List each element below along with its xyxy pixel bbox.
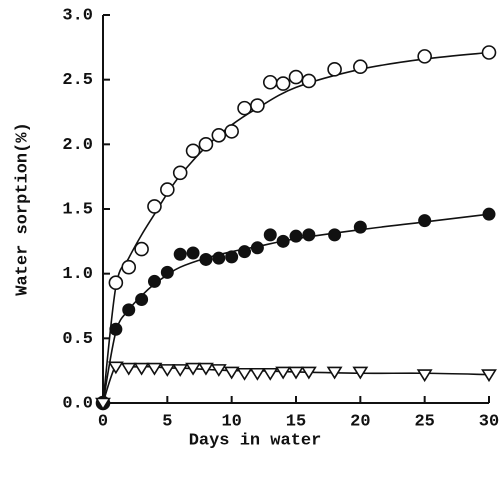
point (199, 252, 213, 266)
point (481, 369, 497, 383)
point (147, 274, 161, 288)
x-tick-label: 20 (350, 412, 370, 431)
point (250, 241, 264, 255)
point (262, 367, 279, 381)
point (197, 362, 214, 376)
point (133, 362, 150, 376)
point (262, 74, 278, 90)
point (276, 234, 290, 248)
point (481, 45, 497, 60)
point (172, 165, 188, 181)
point (352, 366, 369, 380)
y-tick-label: 1.5 (62, 200, 93, 219)
point (482, 207, 496, 221)
point (288, 366, 304, 380)
point (353, 59, 368, 75)
x-tick-label: 0 (98, 412, 108, 431)
point (134, 241, 149, 257)
y-tick-label: 2.0 (62, 136, 93, 155)
point (120, 362, 137, 376)
point (301, 73, 317, 89)
x-tick-label: 30 (479, 412, 499, 431)
y-tick-label: 3.0 (62, 6, 93, 25)
x-tick-label: 10 (221, 412, 241, 431)
point (249, 367, 266, 381)
point (198, 137, 214, 152)
x-tick-label: 25 (414, 412, 434, 431)
y-tick-label: 0.5 (62, 330, 93, 349)
point (109, 322, 123, 336)
point (418, 214, 432, 228)
y-tick-label: 1.0 (62, 265, 93, 284)
point (211, 127, 227, 143)
point (302, 228, 316, 242)
x-tick-label: 15 (286, 412, 306, 431)
point (186, 246, 200, 260)
x-axis-label: Days in water (189, 431, 322, 450)
point (236, 367, 253, 381)
y-tick-label: 2.5 (62, 71, 93, 90)
point (160, 182, 175, 197)
point (238, 245, 252, 259)
point (275, 76, 291, 91)
point (159, 364, 176, 377)
point (327, 62, 342, 77)
point (250, 98, 265, 113)
point (108, 275, 124, 291)
point (416, 369, 433, 383)
point (185, 143, 201, 159)
point (417, 49, 432, 64)
point (288, 69, 304, 85)
point (328, 228, 342, 242)
y-axis-label: Water sorption(%) (13, 122, 32, 295)
x-tick-label: 5 (162, 412, 172, 431)
fit-curve (102, 51, 490, 404)
point (223, 366, 240, 380)
point (107, 361, 124, 375)
point (95, 397, 111, 411)
y-tick-label: 0.0 (62, 394, 93, 413)
point (263, 228, 277, 242)
point (237, 100, 252, 116)
point (275, 366, 292, 380)
point (121, 259, 137, 275)
point (225, 250, 239, 264)
point (185, 362, 202, 376)
point (300, 366, 317, 380)
point (122, 303, 136, 317)
point (146, 362, 163, 376)
point (135, 293, 149, 307)
point (147, 199, 162, 214)
point (353, 220, 367, 234)
point (173, 247, 187, 261)
point (210, 364, 227, 377)
point (326, 366, 343, 380)
point (212, 251, 226, 265)
point (160, 265, 174, 279)
point (172, 364, 189, 377)
point (289, 229, 303, 243)
point (224, 124, 239, 139)
